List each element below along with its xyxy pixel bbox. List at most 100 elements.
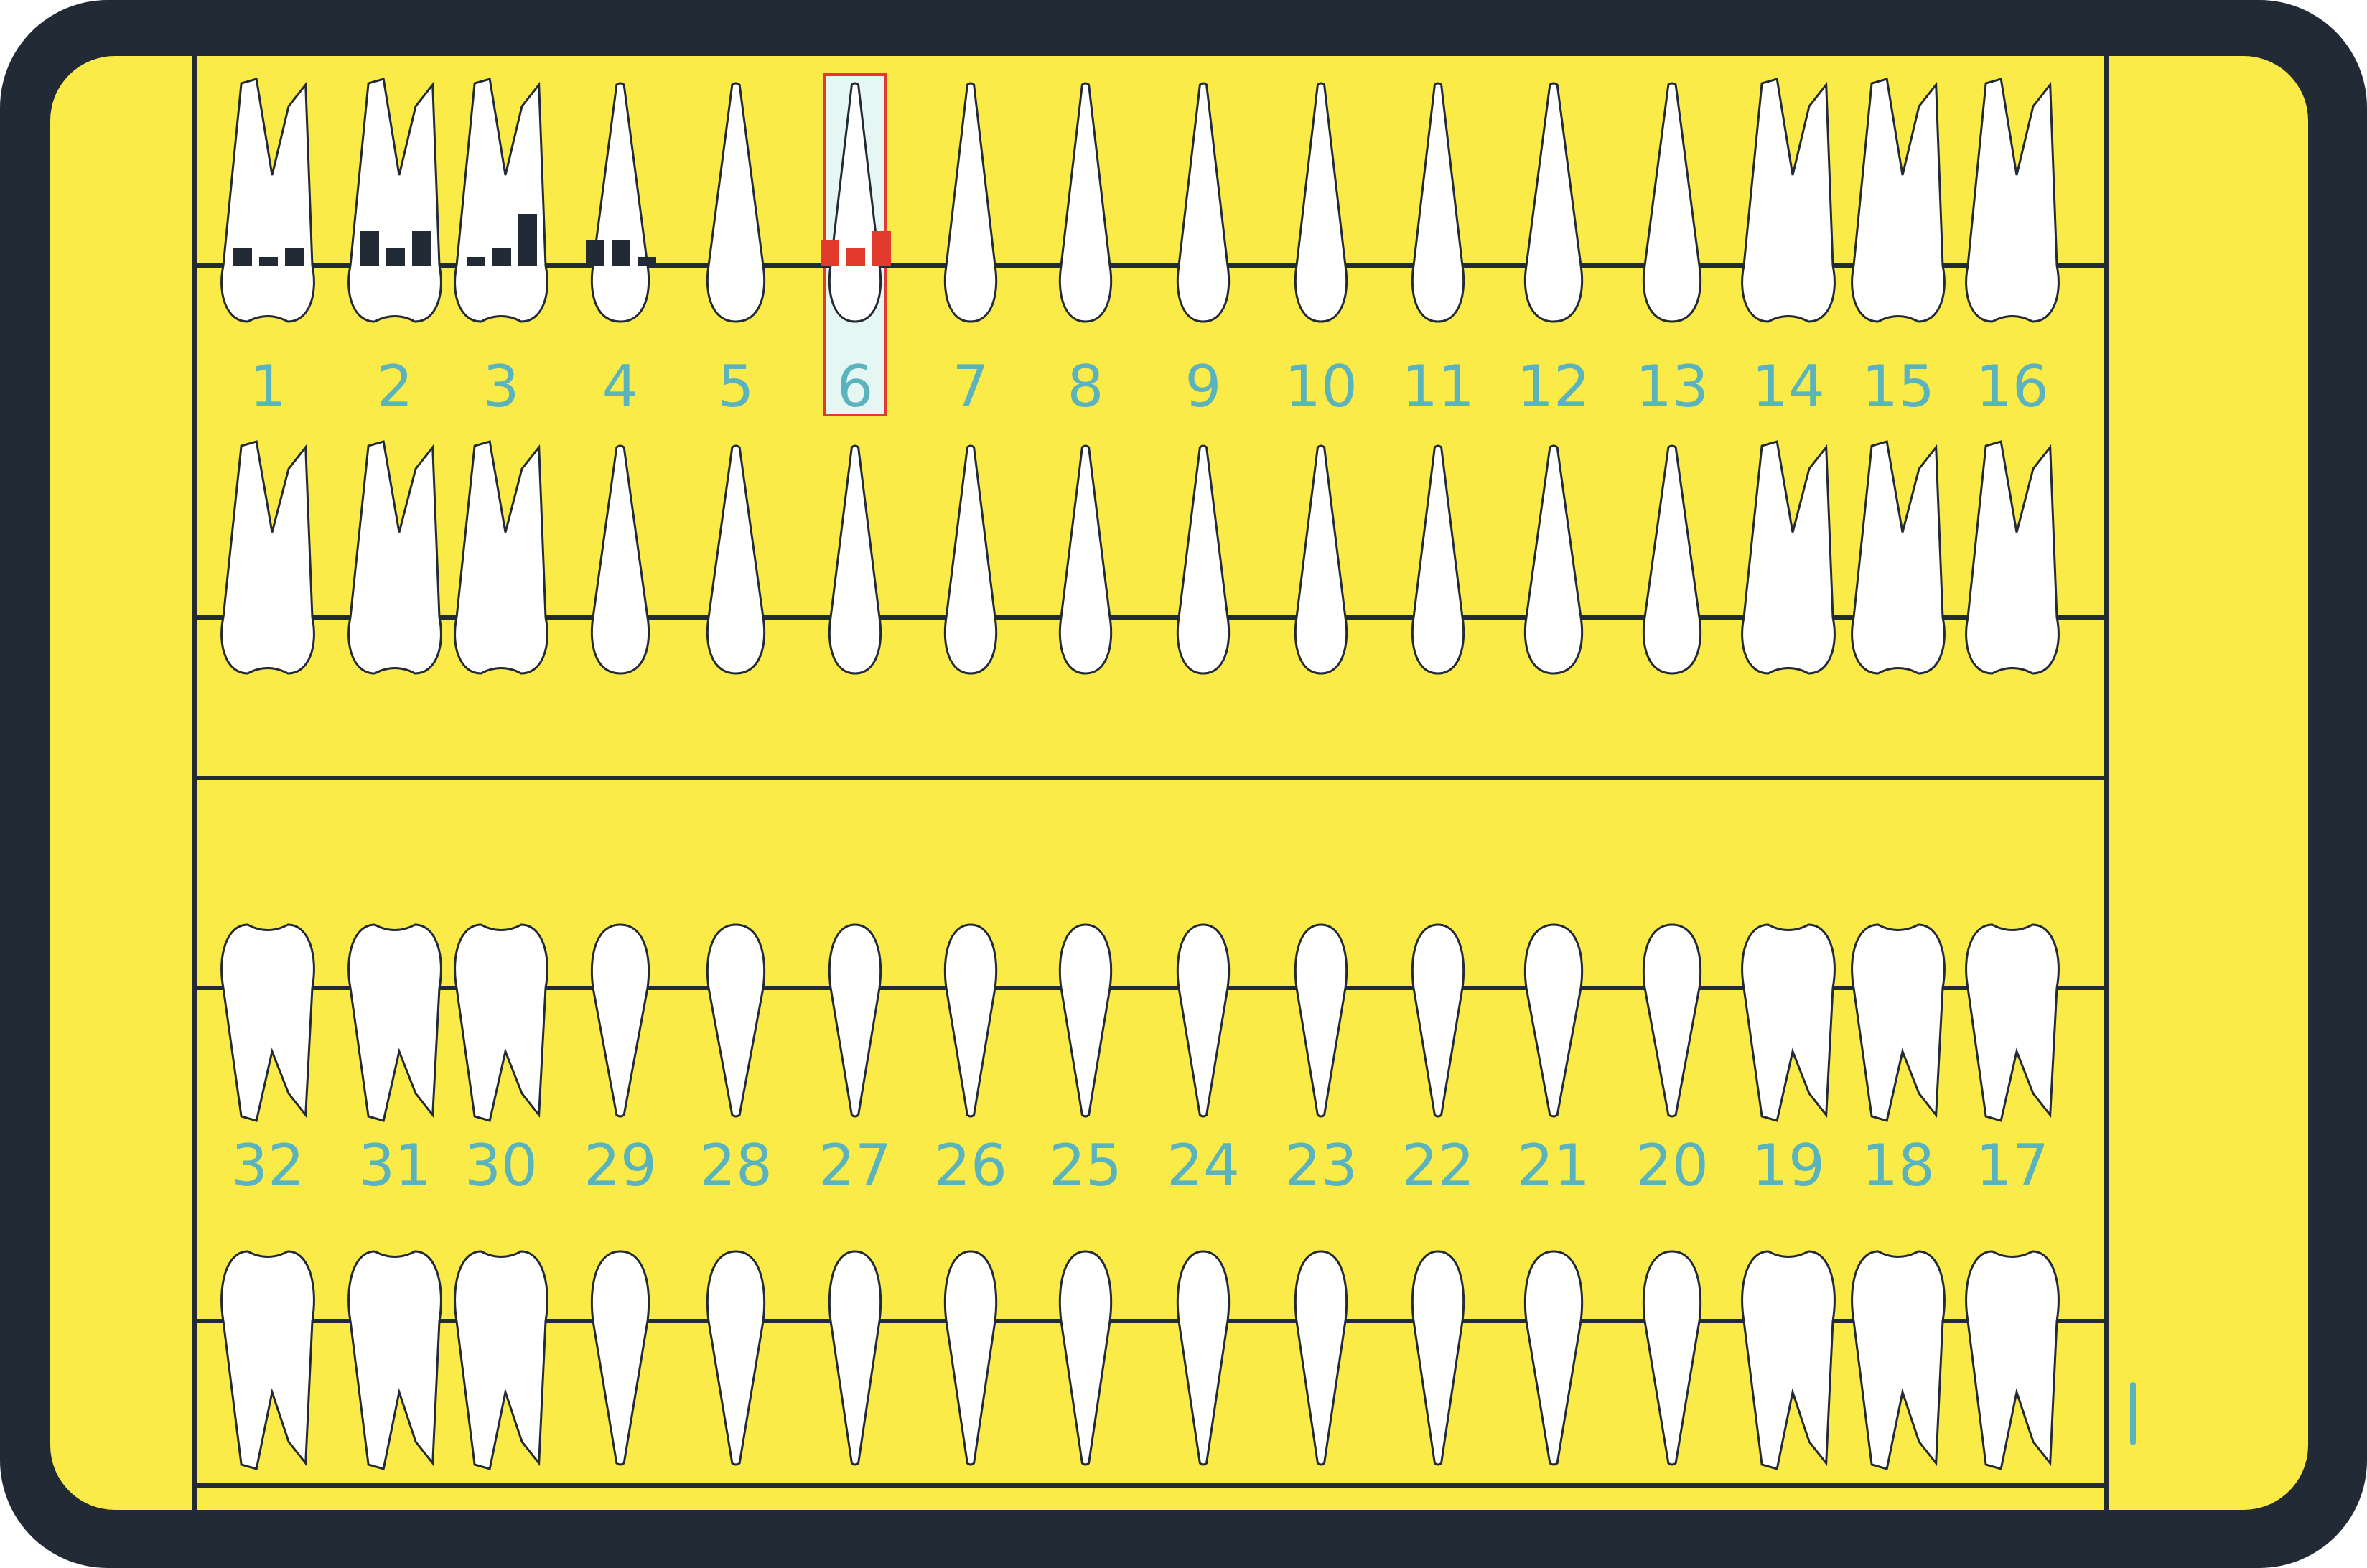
lower-tooth-22-lingual[interactable]: [1411, 1250, 1465, 1466]
lower-tooth-28-buccal[interactable]: [706, 923, 766, 1118]
lower-tooth-31-buccal[interactable]: [347, 923, 442, 1122]
lower-tooth-29-lingual[interactable]: [590, 1250, 650, 1466]
lower-tooth-24-buccal[interactable]: [1176, 923, 1231, 1118]
lower-tooth-28-lingual[interactable]: [706, 1250, 766, 1466]
lower-tooth-26-buccal[interactable]: [943, 923, 998, 1118]
upper-tooth-15-buccal[interactable]: [1851, 78, 1946, 323]
lower-tooth-27-buccal[interactable]: [828, 923, 882, 1118]
upper-tooth-16-buccal[interactable]: [1965, 78, 2060, 323]
upper-tooth-number[interactable]: 12: [1517, 353, 1590, 420]
lower-tooth-17-lingual[interactable]: [1965, 1250, 2060, 1470]
upper-tooth-16-lingual[interactable]: [1965, 440, 2060, 675]
depth-bar-tooth-3-site-3: [518, 214, 537, 266]
upper-tooth-14-buccal[interactable]: [1741, 78, 1836, 323]
lower-tooth-23-lingual[interactable]: [1294, 1250, 1348, 1466]
lower-tooth-number[interactable]: 22: [1401, 1132, 1475, 1199]
upper-tooth-11-buccal[interactable]: [1411, 82, 1465, 323]
upper-tooth-number[interactable]: 15: [1862, 353, 1935, 420]
lower-tooth-number[interactable]: 18: [1862, 1132, 1935, 1199]
upper-tooth-number[interactable]: 11: [1401, 353, 1475, 420]
lower-tooth-18-lingual[interactable]: [1851, 1250, 1946, 1470]
upper-tooth-8-buccal[interactable]: [1058, 82, 1113, 323]
lower-tooth-25-lingual[interactable]: [1058, 1250, 1113, 1466]
lower-tooth-number[interactable]: 19: [1752, 1132, 1825, 1199]
upper-tooth-9-buccal[interactable]: [1176, 82, 1231, 323]
lower-tooth-19-buccal[interactable]: [1741, 923, 1836, 1122]
lower-tooth-20-lingual[interactable]: [1642, 1250, 1702, 1466]
depth-bar-tooth-4-site-2: [612, 240, 630, 266]
lower-tooth-23-buccal[interactable]: [1294, 923, 1348, 1118]
upper-tooth-10-buccal[interactable]: [1294, 82, 1348, 323]
lower-tooth-17-buccal[interactable]: [1965, 923, 2060, 1122]
scroll-indicator[interactable]: [2130, 1382, 2136, 1445]
upper-tooth-numbers: 1 2 3 4 5 6 7 8 9 10 11 12 13 14 15 16: [250, 353, 2049, 420]
upper-tooth-number[interactable]: 1: [250, 353, 286, 420]
lower-tooth-number[interactable]: 30: [464, 1132, 538, 1199]
lower-tooth-number[interactable]: 17: [1976, 1132, 2049, 1199]
upper-tooth-number[interactable]: 4: [602, 353, 639, 420]
upper-tooth-11-lingual[interactable]: [1411, 444, 1465, 675]
upper-tooth-5-lingual[interactable]: [706, 444, 766, 675]
upper-tooth-number[interactable]: 16: [1976, 353, 2049, 420]
lower-tooth-number[interactable]: 26: [934, 1132, 1007, 1199]
lower-tooth-number[interactable]: 24: [1167, 1132, 1240, 1199]
upper-tooth-13-lingual[interactable]: [1642, 444, 1702, 675]
lower-tooth-number[interactable]: 21: [1517, 1132, 1590, 1199]
lower-tooth-32-buccal[interactable]: [220, 923, 315, 1122]
upper-tooth-9-lingual[interactable]: [1176, 444, 1231, 675]
lower-tooth-21-buccal[interactable]: [1523, 923, 1584, 1118]
upper-tooth-8-lingual[interactable]: [1058, 444, 1113, 675]
depth-bar-tooth-1-site-1: [233, 248, 252, 266]
lower-tooth-30-lingual[interactable]: [454, 1250, 548, 1470]
upper-tooth-7-lingual[interactable]: [943, 444, 998, 675]
upper-tooth-2-lingual[interactable]: [347, 440, 442, 675]
upper-tooth-number[interactable]: 9: [1185, 353, 1222, 420]
upper-tooth-14-lingual[interactable]: [1741, 440, 1836, 675]
lower-tooth-number[interactable]: 27: [818, 1132, 892, 1199]
depth-bar-tooth-3-site-1: [467, 257, 485, 266]
upper-tooth-number[interactable]: 13: [1635, 353, 1709, 420]
upper-tooth-number[interactable]: 14: [1752, 353, 1825, 420]
lower-tooth-24-lingual[interactable]: [1176, 1250, 1231, 1466]
upper-tooth-number[interactable]: 6: [837, 353, 874, 420]
lower-tooth-number[interactable]: 20: [1635, 1132, 1709, 1199]
lower-tooth-21-lingual[interactable]: [1523, 1250, 1584, 1466]
lower-tooth-32-lingual[interactable]: [220, 1250, 315, 1470]
upper-tooth-number[interactable]: 5: [718, 353, 755, 420]
lower-tooth-25-buccal[interactable]: [1058, 923, 1113, 1118]
upper-tooth-number[interactable]: 10: [1284, 353, 1358, 420]
upper-tooth-7-buccal[interactable]: [943, 82, 998, 323]
lower-tooth-number[interactable]: 29: [584, 1132, 657, 1199]
upper-tooth-6-buccal[interactable]: [828, 82, 882, 323]
lower-tooth-number[interactable]: 32: [231, 1132, 304, 1199]
upper-tooth-5-buccal[interactable]: [706, 82, 766, 323]
upper-tooth-15-lingual[interactable]: [1851, 440, 1946, 675]
upper-tooth-13-buccal[interactable]: [1642, 82, 1702, 323]
upper-tooth-number[interactable]: 2: [377, 353, 414, 420]
lower-tooth-20-buccal[interactable]: [1642, 923, 1702, 1118]
upper-tooth-10-lingual[interactable]: [1294, 444, 1348, 675]
lower-tooth-number[interactable]: 28: [699, 1132, 772, 1199]
upper-tooth-number[interactable]: 3: [483, 353, 520, 420]
lower-tooth-29-buccal[interactable]: [590, 923, 650, 1118]
upper-tooth-12-lingual[interactable]: [1523, 444, 1584, 675]
lower-tooth-number[interactable]: 23: [1284, 1132, 1358, 1199]
upper-tooth-number[interactable]: 7: [953, 353, 989, 420]
lower-tooth-27-lingual[interactable]: [828, 1250, 882, 1466]
lower-tooth-26-lingual[interactable]: [943, 1250, 998, 1466]
upper-tooth-12-buccal[interactable]: [1523, 82, 1584, 323]
lower-tooth-31-lingual[interactable]: [347, 1250, 442, 1470]
upper-tooth-4-buccal[interactable]: [590, 82, 650, 323]
lower-tooth-number[interactable]: 31: [358, 1132, 431, 1199]
upper-tooth-6-lingual[interactable]: [828, 444, 882, 675]
upper-tooth-1-lingual[interactable]: [220, 440, 315, 675]
lower-tooth-22-buccal[interactable]: [1411, 923, 1465, 1118]
upper-tooth-3-lingual[interactable]: [454, 440, 548, 675]
upper-tooth-number[interactable]: 8: [1068, 353, 1104, 420]
lower-tooth-30-buccal[interactable]: [454, 923, 548, 1122]
lower-tooth-18-buccal[interactable]: [1851, 923, 1946, 1122]
lower-tooth-19-lingual[interactable]: [1741, 1250, 1836, 1470]
upper-tooth-4-lingual[interactable]: [590, 444, 650, 675]
lower-tooth-number[interactable]: 25: [1049, 1132, 1122, 1199]
depth-bar-tooth-1-site-2: [259, 257, 278, 266]
